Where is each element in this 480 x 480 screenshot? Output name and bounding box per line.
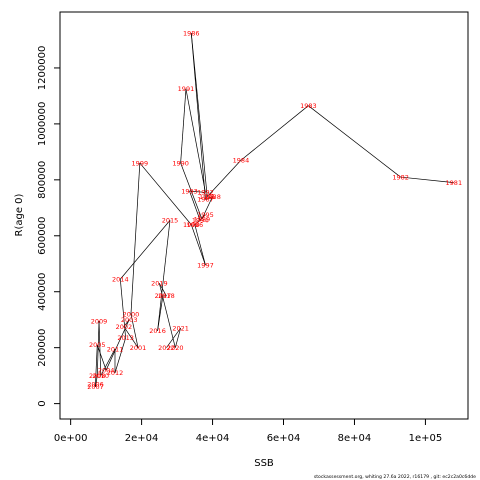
y-tick-label: 200000 (37, 329, 48, 367)
series-segment (96, 321, 100, 376)
point-label-2014: 2014 (112, 275, 129, 283)
point-label-2001: 2001 (130, 344, 147, 352)
point-label-1982: 1982 (392, 173, 409, 181)
point-label-1985: 1985 (199, 193, 216, 201)
series-segment (95, 375, 98, 387)
x-tick-label: 4e+04 (196, 433, 230, 444)
footer-text: stockassessment.org, whiting 27.6a 2022,… (314, 474, 476, 480)
point-label-2008: 2008 (89, 372, 106, 380)
point-label-2020: 2020 (167, 344, 184, 352)
x-tick-label: 6e+04 (267, 433, 301, 444)
point-label-1990: 1990 (172, 159, 189, 167)
series-segment (130, 163, 141, 315)
series-segment (190, 32, 206, 200)
series-segment (206, 160, 242, 197)
series-segment (98, 321, 102, 376)
point-label-1998: 1998 (183, 221, 200, 229)
series-segment (194, 214, 206, 225)
series-segment (400, 176, 454, 183)
series-segment (201, 196, 213, 220)
point-label-1981: 1981 (446, 179, 463, 187)
point-label-1994: 1994 (192, 217, 209, 225)
point-label-1991: 1991 (178, 85, 195, 93)
series-segment (189, 190, 206, 193)
point-label-2021: 2021 (172, 324, 189, 332)
series-segment (114, 337, 126, 373)
x-tick-label: 0e+00 (54, 433, 88, 444)
point-label-2018: 2018 (158, 292, 175, 300)
point-label-1999: 1999 (132, 159, 149, 167)
series-segment (174, 327, 181, 348)
point-label-2004: 2004 (98, 366, 115, 374)
series-segment (205, 196, 213, 200)
series-segment (189, 190, 201, 221)
point-label-2002: 2002 (116, 323, 133, 331)
x-axis-title: SSB (254, 458, 274, 469)
point-label-1995: 1995 (197, 211, 214, 219)
point-label-2022: 2022 (158, 344, 175, 352)
series-segment (240, 105, 309, 161)
series-segment (123, 326, 139, 348)
point-label-2010: 2010 (93, 372, 110, 380)
series-segment (157, 220, 171, 331)
point-label-1989: 1989 (194, 215, 211, 223)
series-segment (100, 348, 116, 376)
series-segment (96, 344, 107, 371)
point-label-1983: 1983 (300, 102, 317, 110)
y-tick-label: 600000 (37, 217, 48, 255)
series-segment (159, 283, 167, 297)
series-segment (157, 295, 164, 331)
y-tick-label: 800000 (37, 161, 48, 199)
point-label-2003: 2003 (121, 316, 138, 324)
point-label-2005: 2005 (89, 341, 106, 349)
series-segment (185, 88, 206, 193)
x-tick-label: 8e+04 (338, 433, 372, 444)
series-segment (190, 224, 206, 266)
plot-frame (59, 11, 469, 420)
series-segment (95, 344, 98, 385)
y-tick-label: 0 (37, 400, 48, 406)
point-label-2007: 2007 (87, 383, 104, 391)
series-segment (194, 224, 206, 266)
point-label-2015: 2015 (162, 217, 179, 225)
point-label-1997: 1997 (197, 261, 214, 269)
y-axis: 0 200000 400000 600000 800000 1000000 1200000 (37, 46, 60, 407)
series-segment (158, 283, 176, 348)
x-tick-label: 1e+05 (409, 433, 443, 444)
point-label-2017: 2017 (155, 292, 172, 300)
point-label-1993: 1993 (181, 187, 198, 195)
series-segment (180, 88, 187, 164)
y-axis-title: R(age 0) (14, 193, 25, 236)
point-label-1988: 1988 (204, 193, 221, 201)
point-label-2000: 2000 (123, 310, 140, 318)
x-tick-label: 2e+04 (125, 433, 159, 444)
series-segment (166, 327, 181, 348)
point-label-2013: 2013 (117, 334, 134, 342)
series-path (95, 32, 454, 387)
point-label-1987: 1987 (197, 196, 214, 204)
series-segment (105, 319, 130, 371)
series-segment (119, 279, 126, 338)
point-label-2016: 2016 (149, 327, 166, 335)
point-label-2012: 2012 (107, 369, 124, 377)
y-tick-label: 400000 (37, 273, 48, 311)
series-segment (120, 220, 171, 280)
point-label-1986: 1986 (183, 29, 200, 37)
point-label-1984: 1984 (233, 157, 250, 165)
y-tick-label: 1000000 (37, 102, 48, 147)
point-label-1996: 1996 (187, 221, 204, 229)
point-label-2019: 2019 (151, 280, 168, 288)
point-label-2009: 2009 (91, 317, 108, 325)
x-axis: 0e+00 2e+04 4e+04 6e+04 8e+04 1e+05 (54, 419, 442, 444)
series-segment (308, 105, 401, 178)
point-label-1992: 1992 (197, 189, 214, 197)
point-label-2006: 2006 (87, 380, 104, 388)
series-segment (139, 162, 192, 225)
point-label-2011: 2011 (107, 345, 124, 353)
series-segment (130, 314, 139, 348)
y-tick-label: 1200000 (37, 46, 48, 91)
